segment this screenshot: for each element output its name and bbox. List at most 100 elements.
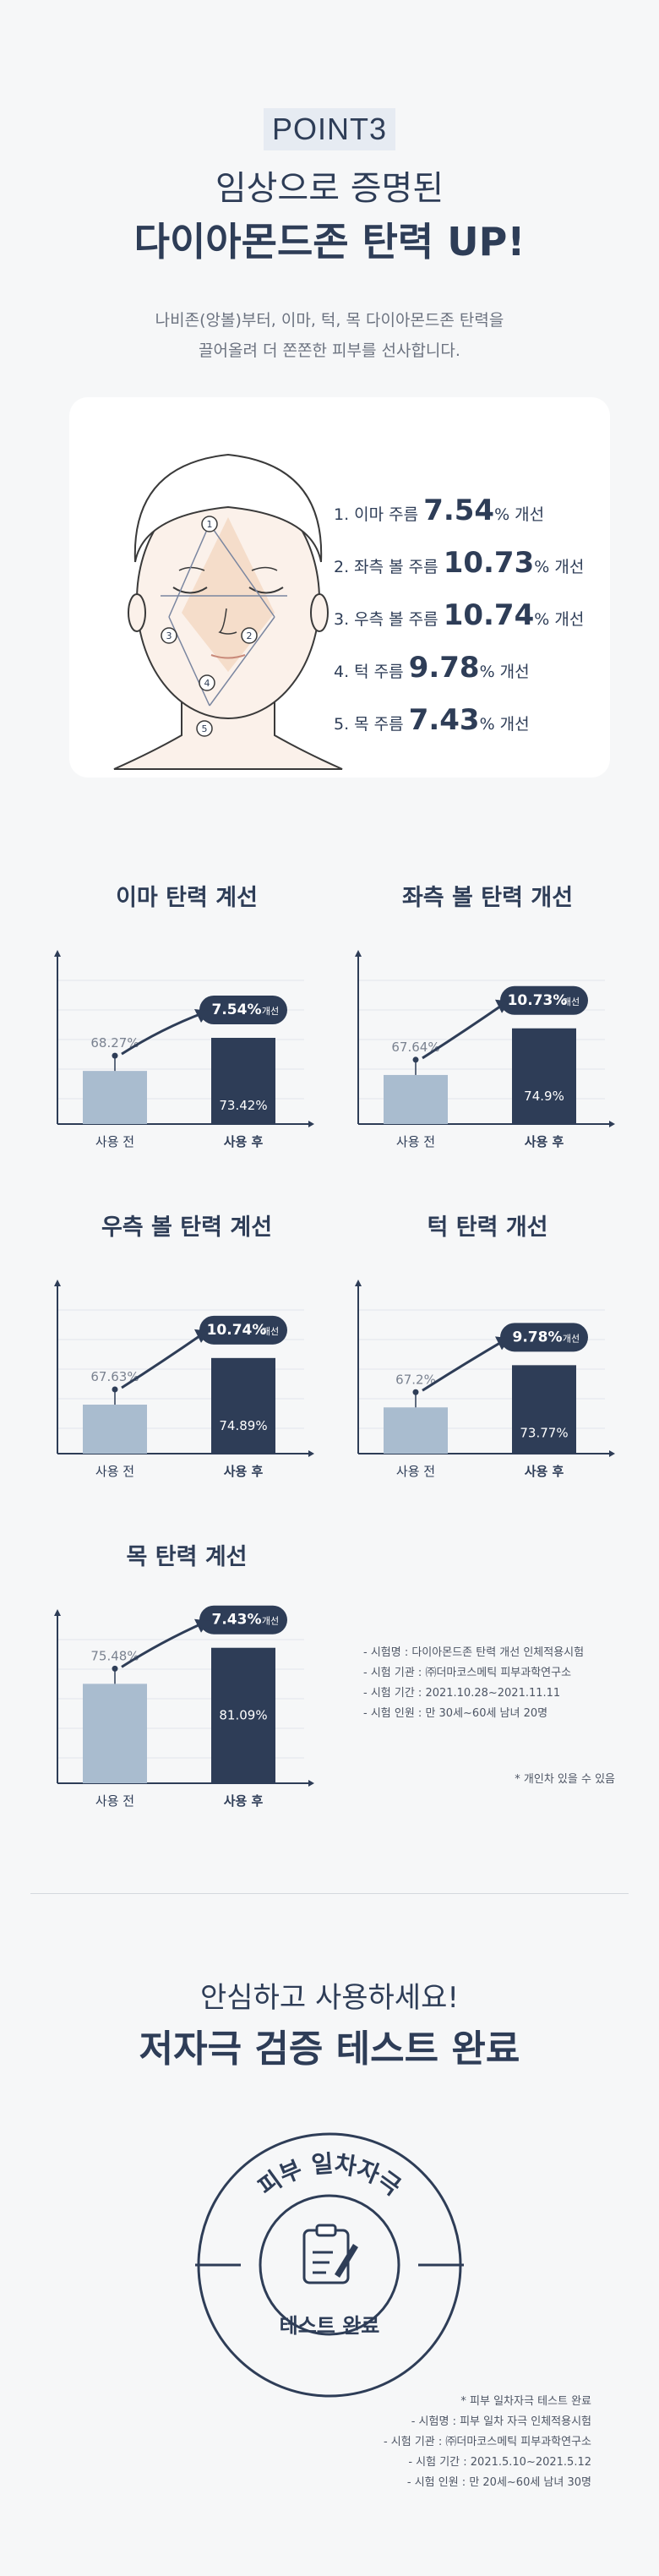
marker-3-icon: 3 (161, 627, 177, 644)
chart-title-2: 좌측 볼 탄력 개선 (401, 885, 574, 911)
point-badge: POINT3 (0, 108, 659, 150)
improvement-badge (199, 996, 287, 1025)
value-label-after: 74.9% (524, 1089, 564, 1104)
trend-arrow (121, 1331, 205, 1389)
x-axis-arrow-icon (609, 1121, 615, 1127)
category-label-after: 사용 후 (525, 1464, 564, 1479)
value-label-before: 67.63% (90, 1369, 139, 1384)
svg-text:2: 2 (247, 630, 253, 641)
section-desc-line1: 나비존(앙볼)부터, 이마, 턱, 목 다이아몬드존 탄력을 (155, 311, 504, 330)
irritation-test-seal: 피부 일차자극 테스트 완료 (195, 2132, 464, 2398)
improvement-badge-suffix: 개선 (262, 1616, 279, 1627)
svg-text:1: 1 (207, 519, 213, 530)
value-label-after: 73.77% (520, 1425, 568, 1440)
improvement-badge-value: 10.74% (207, 1322, 267, 1339)
value-label-before: 75.48% (90, 1648, 139, 1663)
trial-note-name: - 시험명 : 다이아몬드존 탄력 개선 인체적용시험 (363, 1646, 585, 1659)
value-label-after: 74.89% (219, 1418, 267, 1433)
category-label-before: 사용 전 (95, 1464, 134, 1479)
stat-row-5: 5. 목 주름 7.43% 개선 (334, 703, 530, 737)
improvement-badge (500, 985, 588, 1015)
value-dot (412, 1056, 419, 1063)
value-dot (112, 1386, 118, 1393)
bar-before (83, 1684, 147, 1783)
chart-title-3: 우측 볼 탄력 계선 (101, 1214, 273, 1241)
trend-arrow (121, 1621, 205, 1668)
trial-note-subjects: - 시험 인원 : 만 30세~60세 남녀 20명 (363, 1707, 548, 1720)
improvement-badge (199, 1315, 287, 1345)
bar-after (512, 1028, 576, 1124)
bar-before (384, 1074, 448, 1124)
clipboard-icon (302, 2224, 358, 2284)
value-label-before: 67.2% (395, 1372, 436, 1387)
bar-before (83, 1071, 147, 1124)
improvement-badge (500, 1323, 588, 1352)
point-label: POINT3 (263, 108, 396, 150)
safety-note-subjects: - 시험 인원 : 만 20세~60세 남녀 30명 (406, 2476, 591, 2489)
value-dot (112, 1665, 118, 1672)
improvement-badge-value: 7.54% (212, 1001, 262, 1018)
safety-note-period: - 시험 기간 : 2021.5.10~2021.5.12 (408, 2456, 591, 2469)
section-title-line1: 임상으로 증명된 (215, 169, 444, 208)
marker-2-icon: 2 (241, 627, 258, 644)
improvement-badge-suffix: 개선 (262, 1006, 279, 1017)
y-axis-arrow-icon (355, 1280, 362, 1286)
improvement-badge-suffix: 개선 (563, 996, 580, 1007)
marker-4-icon: 4 (199, 674, 215, 691)
stat-row-3: 3. 우측 볼 주름 10.74% 개선 (334, 598, 585, 632)
safety-note-name: - 시험명 : 피부 일차 자극 인체적용시험 (411, 2415, 591, 2428)
stat-row-1: 1. 이마 주름 7.54% 개선 (334, 494, 545, 527)
chart-title-4: 턱 탄력 개선 (427, 1214, 548, 1241)
y-axis-arrow-icon (54, 1280, 61, 1286)
category-label-after: 사용 후 (224, 1464, 264, 1479)
bar-after (512, 1365, 576, 1454)
x-axis-arrow-icon (308, 1780, 314, 1787)
bar-after (211, 1357, 275, 1454)
stat-row-2: 2. 좌측 볼 주름 10.73% 개선 (334, 546, 585, 580)
safety-note-title: * 피부 일차자극 테스트 완료 (460, 2395, 591, 2408)
seal-bottom-text: 테스트 완료 (280, 2314, 380, 2338)
trend-arrow-head-icon (495, 999, 510, 1013)
y-axis-arrow-icon (54, 950, 61, 957)
x-axis-arrow-icon (609, 1450, 615, 1457)
section-desc-line2: 끌어올려 더 쫀쫀한 피부를 선사합니다. (199, 341, 460, 360)
safety-notes: * 피부 일차자극 테스트 완료 - 시험명 : 피부 일차 자극 인체적용시험… (253, 2392, 591, 2493)
category-label-before: 사용 전 (396, 1134, 435, 1149)
value-label-before: 68.27% (90, 1035, 139, 1051)
value-label-after: 73.42% (219, 1098, 267, 1113)
trend-arrow-head-icon (495, 1336, 510, 1351)
trend-arrow-head-icon (194, 1618, 210, 1633)
value-label-after: 81.09% (219, 1708, 267, 1723)
svg-text:3: 3 (166, 630, 172, 641)
stat-row-4: 4. 턱 주름 9.78% 개선 (334, 651, 530, 685)
chart-title-1: 이마 탄력 계선 (116, 885, 258, 911)
y-axis-arrow-icon (54, 1609, 61, 1616)
category-label-before: 사용 전 (396, 1464, 435, 1479)
trend-arrow (422, 1339, 506, 1392)
trend-arrow-head-icon (194, 1009, 210, 1023)
marker-5-icon: 5 (196, 720, 213, 737)
section-divider (30, 1893, 629, 1894)
bar-after (211, 1038, 275, 1124)
improvement-badge-value: 9.78% (513, 1329, 563, 1345)
x-axis-arrow-icon (308, 1450, 314, 1457)
neck-shape (113, 692, 343, 770)
category-label-after: 사용 후 (525, 1134, 564, 1149)
improvement-badge-value: 10.73% (508, 992, 568, 1009)
face-illustration: 1 2 3 4 5 (113, 453, 343, 770)
bar-before (83, 1405, 147, 1454)
x-axis-arrow-icon (308, 1121, 314, 1127)
section-title-line2: 다이아몬드존 탄력 UP! (133, 219, 526, 265)
category-label-before: 사용 전 (95, 1793, 134, 1809)
improvement-badge-suffix: 개선 (563, 1333, 580, 1344)
bar-after (211, 1647, 275, 1783)
svg-text:4: 4 (204, 678, 210, 689)
hair-towel (133, 453, 323, 563)
trial-note-period: - 시험 기간 : 2021.10.28~2021.11.11 (363, 1687, 561, 1700)
trend-arrow (121, 1011, 205, 1056)
value-label-before: 67.64% (391, 1040, 439, 1055)
